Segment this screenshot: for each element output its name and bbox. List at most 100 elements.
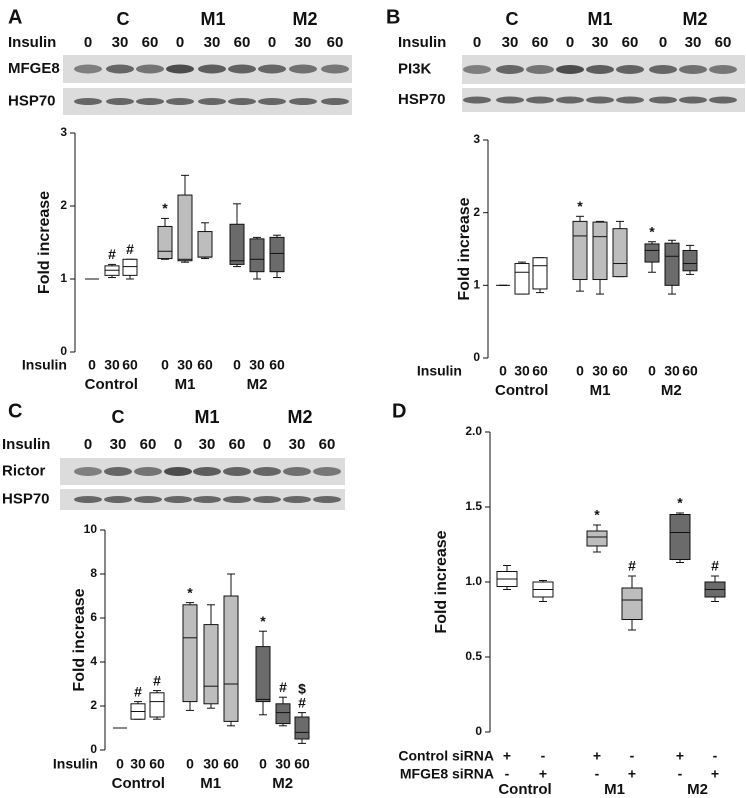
y-tick-label: 0.5 — [465, 649, 482, 663]
group-name: Control — [112, 775, 165, 792]
y-tick-label: 3 — [473, 132, 480, 146]
dose: 0 — [174, 436, 182, 453]
blot-band — [74, 64, 102, 74]
blot-band — [289, 98, 317, 105]
blot-band — [134, 496, 162, 503]
x-tick-label: - — [713, 748, 718, 764]
x-tick-label: - — [595, 766, 600, 782]
y-tick-label: 10 — [84, 522, 98, 536]
blot-band — [228, 98, 256, 105]
y-axis-label: Fold increase — [71, 588, 88, 691]
dose: 60 — [715, 34, 732, 51]
group-name: M2 — [661, 382, 682, 399]
blot-band — [679, 96, 707, 104]
dose: 0 — [566, 34, 574, 51]
band-label: HSP70 — [2, 490, 50, 507]
panel-label: C — [8, 400, 22, 422]
dose: 60 — [622, 34, 639, 51]
y-axis-label: Fold increase — [433, 530, 450, 633]
dose: 60 — [229, 436, 246, 453]
band-label: HSP70 — [398, 91, 446, 108]
dose: 30 — [289, 436, 306, 453]
x-row-label: Insulin — [22, 357, 67, 373]
y-tick-label: 1 — [473, 278, 480, 292]
annotation: * — [677, 495, 683, 511]
annotation: * — [260, 613, 266, 629]
blot-band — [223, 496, 251, 503]
panel-label: A — [8, 6, 22, 28]
y-tick-label: 0 — [90, 742, 97, 756]
annotation: * — [577, 198, 583, 214]
group-name: M1 — [175, 376, 196, 393]
box — [669, 514, 691, 560]
x-row-label: MFGE8 siRNA — [400, 766, 494, 782]
group-label: M2 — [292, 9, 317, 29]
blot-band — [496, 65, 524, 74]
y-tick-label: 0 — [473, 350, 480, 364]
blot-band — [679, 65, 707, 74]
annotation: # — [711, 558, 719, 574]
dose: 30 — [112, 34, 129, 51]
box — [592, 221, 608, 281]
x-tick-label: 60 — [223, 756, 239, 772]
box — [586, 530, 608, 547]
x-tick-label: 30 — [592, 363, 608, 379]
x-tick-label: 0 — [161, 357, 169, 373]
dose-label: Insulin — [398, 34, 446, 51]
blot-band — [649, 96, 677, 104]
dose: 0 — [84, 436, 92, 453]
blot-band — [104, 496, 132, 503]
annotation: # — [298, 694, 306, 710]
box — [223, 595, 239, 722]
band-label: MFGE8 — [8, 60, 60, 77]
band-label: PI3K — [398, 60, 432, 77]
blot-band — [709, 96, 737, 104]
x-tick-label: 60 — [532, 363, 548, 379]
x-tick-label: 30 — [664, 363, 680, 379]
blot-band — [136, 64, 164, 74]
box — [644, 243, 660, 263]
blot-band — [136, 98, 164, 105]
x-tick-label: 0 — [186, 756, 194, 772]
group-name: M2 — [272, 775, 293, 792]
dose-label: Insulin — [2, 436, 50, 453]
blot-band — [283, 467, 311, 476]
annotation: * — [187, 584, 193, 600]
blot-band — [616, 96, 644, 104]
dose: 60 — [140, 436, 157, 453]
dose: 30 — [685, 34, 702, 51]
x-tick-label: + — [711, 766, 719, 782]
blot-band — [283, 496, 311, 503]
blot-band — [289, 64, 317, 74]
annotation: # — [108, 246, 116, 262]
blot-band — [228, 64, 256, 74]
x-tick-label: 60 — [612, 363, 628, 379]
annotation: * — [162, 200, 168, 216]
blot-band — [649, 65, 677, 74]
box — [612, 228, 628, 278]
box — [269, 236, 285, 273]
group-name: M1 — [200, 775, 221, 792]
box — [182, 604, 198, 703]
blot-band — [193, 467, 221, 476]
y-tick-label: 0 — [475, 724, 482, 738]
annotation: # — [126, 241, 134, 257]
group-label: C — [117, 9, 130, 29]
box — [621, 587, 643, 620]
blot-band — [526, 96, 554, 104]
panel-label: D — [392, 400, 406, 422]
annotation: * — [649, 223, 655, 239]
dose: 60 — [142, 34, 159, 51]
blot-band — [556, 65, 584, 74]
group-label: C — [506, 9, 519, 29]
group-name: M1 — [604, 781, 625, 798]
x-tick-label: 0 — [499, 363, 507, 379]
x-tick-label: 0 — [116, 756, 124, 772]
group-label: M2 — [287, 407, 312, 427]
y-axis-label: Fold increase — [36, 191, 53, 294]
x-tick-label: + — [628, 766, 636, 782]
group-name: M1 — [590, 382, 611, 399]
box — [197, 231, 213, 258]
dose: 0 — [84, 34, 92, 51]
